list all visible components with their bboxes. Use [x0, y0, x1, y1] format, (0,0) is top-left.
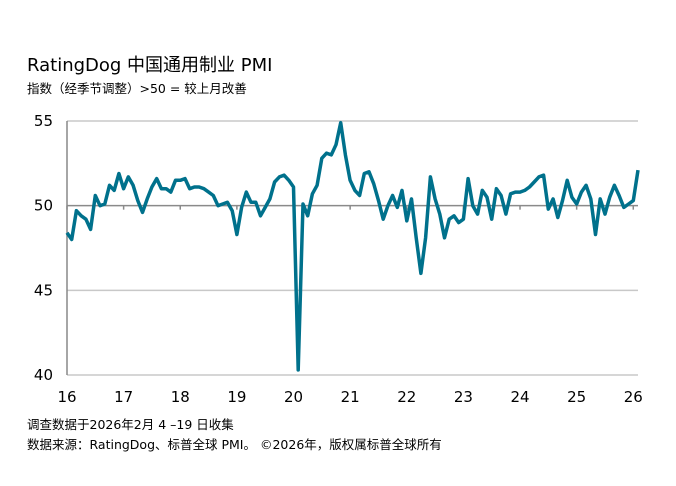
x-tick-label: 18 — [171, 388, 190, 406]
x-tick-label: 21 — [341, 388, 360, 406]
y-tick-label: 45 — [34, 281, 53, 299]
x-tick-label: 22 — [397, 388, 416, 406]
x-tick-label: 24 — [510, 388, 529, 406]
x-tick-label: 25 — [567, 388, 586, 406]
y-tick-label: 55 — [34, 112, 53, 130]
x-tick-label: 16 — [57, 388, 76, 406]
y-tick-label: 40 — [34, 366, 53, 384]
x-tick-label: 23 — [454, 388, 473, 406]
x-tick-label: 20 — [284, 388, 303, 406]
x-tick-label: 26 — [624, 388, 643, 406]
x-tick-label: 17 — [114, 388, 133, 406]
footer-survey-date: 调查数据于2026年2月 4 –19 日收集 — [27, 417, 234, 432]
footer-source: 数据来源：RatingDog、标普全球 PMI。 ©2026年，版权属标普全球所… — [27, 437, 442, 452]
pmi-series-line — [65, 120, 640, 372]
x-tick-label: 19 — [227, 388, 246, 406]
chart-subtitle: 指数（经季节调整）>50 = 较上月改善 — [27, 81, 247, 96]
chart-title: RatingDog 中国通用制业 PMI — [27, 55, 273, 76]
y-tick-label: 50 — [34, 197, 53, 215]
